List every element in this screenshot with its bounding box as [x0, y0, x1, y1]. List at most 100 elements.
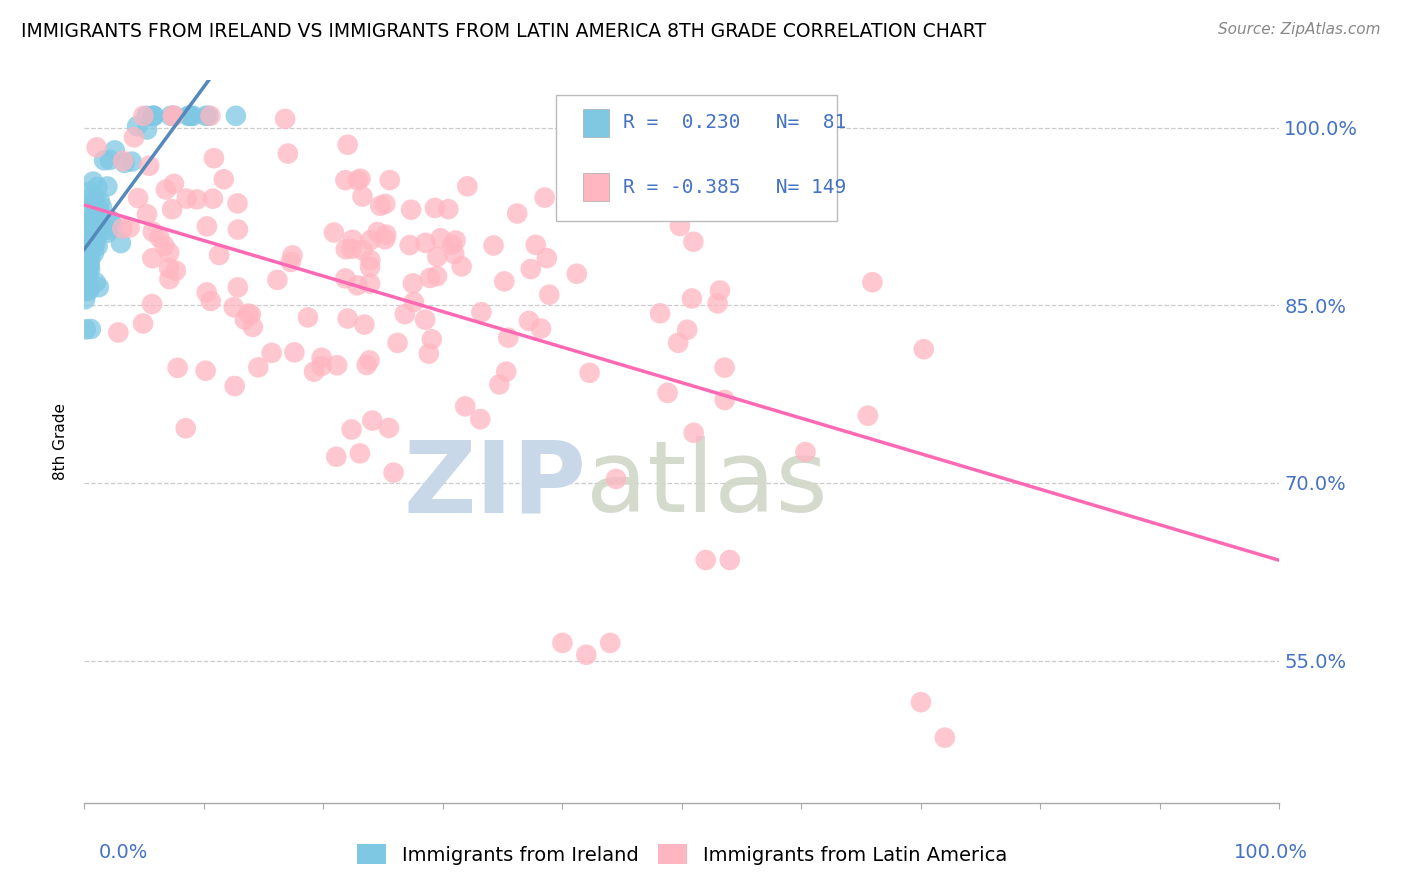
Point: [394, 307, 416, 321]
Point: [79, 280, 101, 294]
Point: [429, 231, 451, 245]
Point: [346, 278, 368, 293]
Point: [359, 277, 381, 291]
Point: [195, 285, 218, 300]
Point: [122, 130, 145, 145]
Point: [80, 241, 103, 255]
Point: [166, 360, 188, 375]
Point: [163, 109, 186, 123]
Point: [454, 400, 477, 414]
Point: [76, 225, 98, 239]
Point: [233, 312, 256, 326]
Text: ZIP: ZIP: [404, 436, 586, 533]
Point: [506, 206, 529, 220]
Point: [709, 284, 731, 298]
Point: [794, 445, 817, 459]
Point: [77, 234, 100, 248]
Point: [212, 172, 235, 186]
Point: [226, 196, 249, 211]
Point: [225, 109, 247, 123]
Point: [682, 425, 704, 440]
Point: [283, 345, 305, 359]
Point: [538, 287, 561, 301]
Point: [89, 194, 111, 209]
Point: [260, 346, 283, 360]
Point: [340, 242, 363, 256]
Point: [657, 385, 679, 400]
Point: [87, 202, 110, 217]
Point: [575, 648, 598, 662]
Point: [352, 189, 374, 203]
Point: [934, 731, 956, 745]
Point: [695, 553, 717, 567]
Point: [488, 377, 510, 392]
Point: [79, 262, 101, 277]
Text: 100.0%: 100.0%: [1233, 843, 1308, 862]
Point: [132, 317, 155, 331]
Point: [494, 274, 516, 288]
Point: [200, 293, 222, 308]
Point: [423, 201, 446, 215]
Point: [482, 238, 505, 252]
Legend: Immigrants from Ireland, Immigrants from Latin America: Immigrants from Ireland, Immigrants from…: [349, 837, 1015, 872]
Point: [127, 191, 149, 205]
Point: [713, 392, 735, 407]
Point: [302, 365, 325, 379]
Point: [402, 295, 425, 310]
Point: [437, 202, 460, 216]
Point: [208, 248, 231, 262]
Point: [399, 202, 422, 217]
FancyBboxPatch shape: [557, 95, 838, 221]
Point: [419, 271, 441, 285]
Point: [311, 351, 333, 365]
Point: [519, 262, 541, 277]
Point: [181, 109, 204, 123]
Point: [157, 260, 180, 275]
Point: [378, 173, 401, 187]
Point: [387, 335, 409, 350]
Point: [426, 250, 449, 264]
Point: [79, 217, 101, 231]
Point: [224, 379, 246, 393]
Point: [135, 109, 157, 123]
Point: [83, 245, 105, 260]
Y-axis label: 8th Grade: 8th Grade: [53, 403, 69, 480]
Point: [367, 225, 389, 239]
Point: [374, 232, 396, 246]
Point: [340, 422, 363, 436]
Point: [335, 271, 357, 285]
Point: [86, 203, 108, 218]
Point: [104, 144, 127, 158]
Point: [530, 321, 553, 335]
Point: [157, 245, 180, 260]
Point: [90, 200, 112, 214]
Point: [148, 230, 170, 244]
Point: [96, 223, 118, 237]
Point: [132, 109, 155, 123]
Point: [565, 267, 588, 281]
Point: [180, 109, 202, 123]
Point: [114, 156, 136, 170]
Point: [418, 346, 440, 360]
Point: [89, 205, 111, 219]
Point: [706, 296, 728, 310]
Point: [79, 252, 101, 266]
Point: [118, 220, 141, 235]
Point: [402, 277, 425, 291]
Point: [75, 292, 97, 306]
Point: [456, 179, 478, 194]
Point: [86, 180, 108, 194]
Point: [242, 319, 264, 334]
Point: [578, 366, 600, 380]
Point: [450, 260, 472, 274]
Point: [226, 280, 249, 294]
Point: [84, 236, 107, 251]
Point: [73, 257, 96, 271]
Point: [165, 264, 187, 278]
Point: [177, 109, 200, 123]
Point: [75, 284, 97, 298]
Point: [142, 109, 165, 123]
Point: [162, 109, 184, 123]
Point: [444, 234, 467, 248]
Point: [599, 636, 621, 650]
